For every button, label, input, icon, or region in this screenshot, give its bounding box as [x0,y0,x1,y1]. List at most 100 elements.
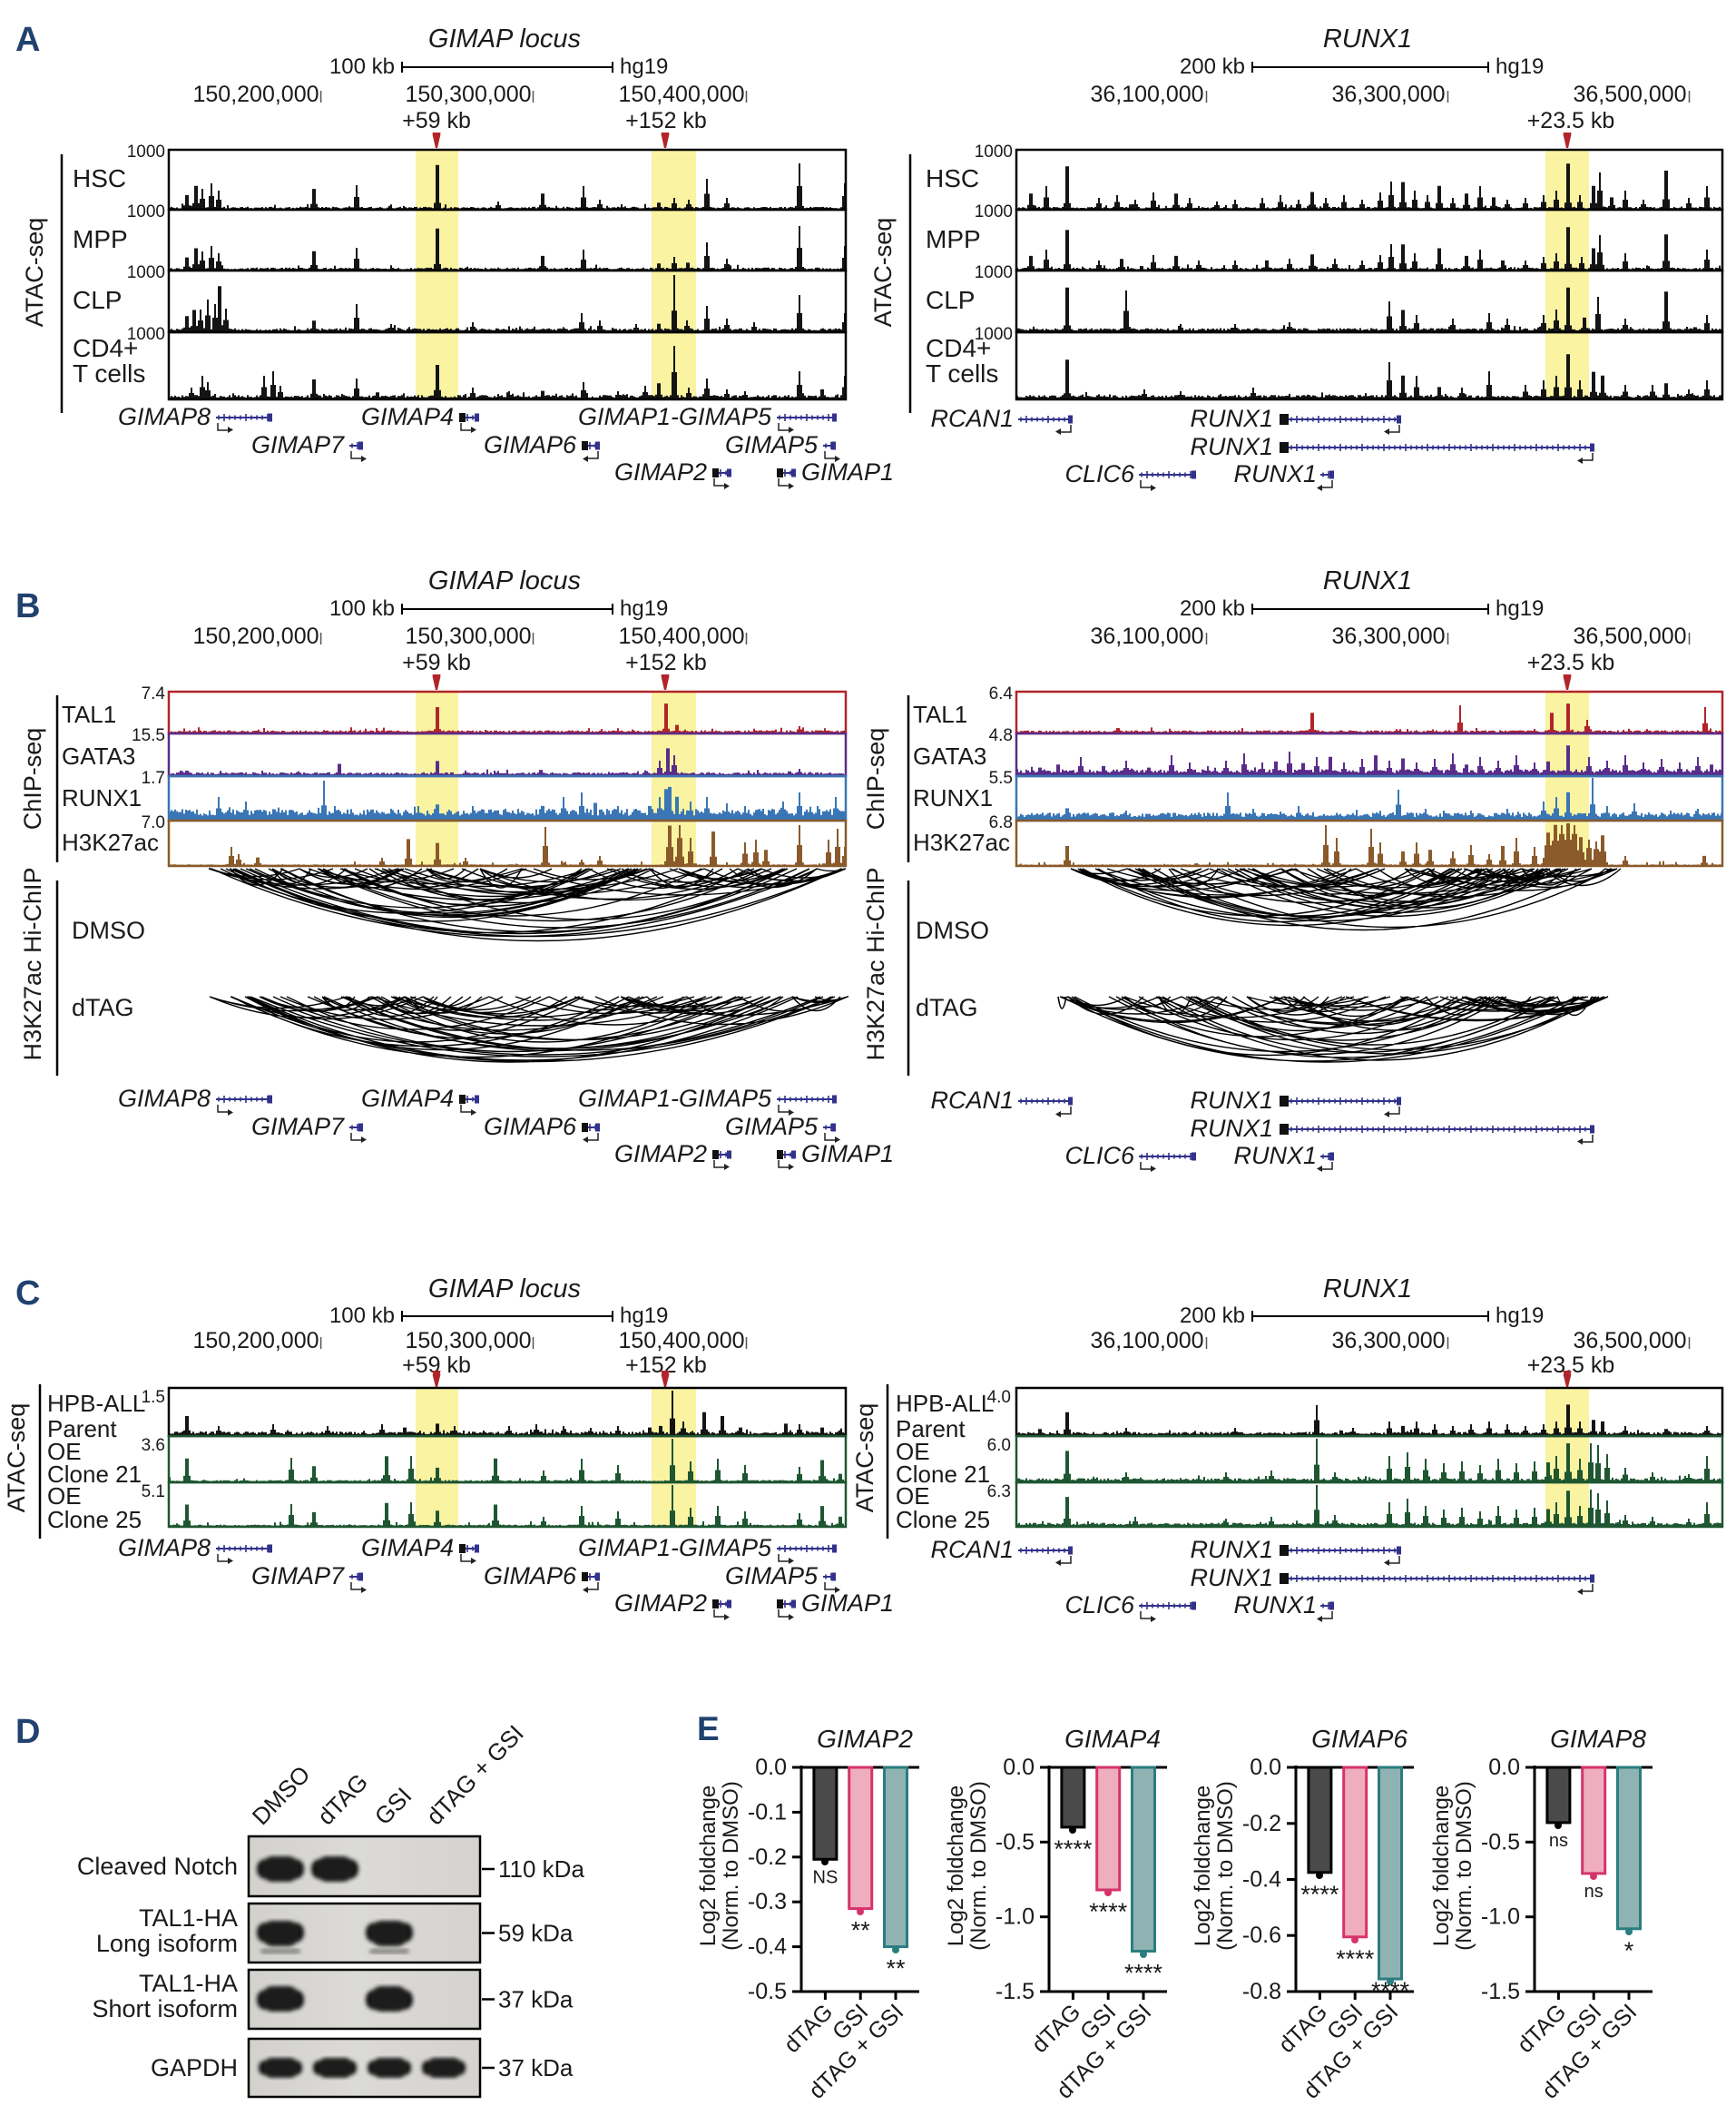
svg-text:OE: OE [896,1438,930,1465]
svg-text:RUNX1: RUNX1 [1190,1536,1273,1563]
svg-text:36,500,000: 36,500,000 [1573,624,1686,649]
svg-text:36,300,000: 36,300,000 [1331,624,1445,649]
svg-text:1.5: 1.5 [142,1388,165,1407]
svg-text:A: A [15,21,40,59]
svg-text:CLP: CLP [926,286,975,314]
svg-text:RUNX1: RUNX1 [1323,566,1412,595]
svg-text:RUNX1: RUNX1 [1233,1591,1317,1618]
svg-text:1000: 1000 [975,202,1013,221]
svg-text:4.0: 4.0 [987,1388,1011,1407]
svg-text:RCAN1: RCAN1 [930,1536,1014,1563]
svg-text:GIMAP8: GIMAP8 [118,1085,211,1112]
svg-text:37 kDa: 37 kDa [498,1986,574,2013]
svg-text:GIMAP1: GIMAP1 [801,458,894,486]
svg-text:Short isoform: Short isoform [92,1995,238,2022]
svg-text:GIMAP6: GIMAP6 [1311,1725,1407,1753]
svg-text:GIMAP6: GIMAP6 [484,431,577,458]
svg-text:(Norm. to DMSO): (Norm. to DMSO) [1213,1781,1238,1951]
svg-text:B: B [15,587,40,625]
svg-text:Parent: Parent [896,1415,966,1442]
svg-text:T cells: T cells [926,359,998,388]
svg-text:RUNX1: RUNX1 [1190,433,1273,460]
svg-text:HSC: HSC [73,164,126,192]
svg-text:ChIP-seq: ChIP-seq [19,728,46,831]
svg-text:-0.5: -0.5 [996,1829,1035,1854]
svg-text:RUNX1: RUNX1 [1190,405,1273,432]
svg-text:H3K27ac: H3K27ac [62,829,159,856]
svg-text:Log2 foldchange: Log2 foldchange [944,1786,968,1947]
svg-text:HPB-ALL: HPB-ALL [896,1390,994,1417]
svg-text:-0.1: -0.1 [748,1799,787,1825]
svg-text:GIMAP8: GIMAP8 [118,1534,211,1561]
svg-text:****: **** [1124,1960,1163,1987]
svg-text:+152 kb: +152 kb [625,108,707,133]
svg-text:C: C [15,1274,40,1313]
svg-text:6.0: 6.0 [987,1436,1011,1455]
svg-text:36,500,000: 36,500,000 [1573,1328,1686,1353]
svg-text:+23.5 kb: +23.5 kb [1527,108,1615,133]
svg-text:RUNX1: RUNX1 [1323,1274,1412,1304]
svg-text:****: **** [1054,1835,1093,1863]
svg-text:hg19: hg19 [1496,596,1544,621]
svg-text:-0.2: -0.2 [1242,1811,1281,1836]
svg-text:0.0: 0.0 [755,1755,787,1780]
svg-text:****: **** [1371,1977,1410,2004]
svg-text:-1.5: -1.5 [1481,1979,1520,2004]
svg-text:37 kDa: 37 kDa [498,2054,574,2081]
svg-text:CLIC6: CLIC6 [1064,1142,1135,1169]
svg-text:ns: ns [1584,1882,1604,1902]
svg-text:TAL1-HA: TAL1-HA [139,1904,238,1932]
svg-text:-1.0: -1.0 [1481,1904,1520,1930]
svg-text:0.0: 0.0 [1250,1755,1281,1780]
svg-text:RUNX1: RUNX1 [1233,1142,1317,1169]
svg-text:+23.5 kb: +23.5 kb [1527,650,1615,675]
svg-text:GIMAP7: GIMAP7 [251,1113,345,1140]
svg-text:3.6: 3.6 [142,1436,165,1455]
svg-text:4.8: 4.8 [989,726,1013,745]
svg-text:1000: 1000 [127,143,165,162]
svg-text:CLIC6: CLIC6 [1064,460,1135,487]
svg-text:ChIP-seq: ChIP-seq [862,728,889,831]
svg-text:hg19: hg19 [1496,54,1544,79]
svg-text:1000: 1000 [975,263,1013,282]
svg-text:RCAN1: RCAN1 [930,1087,1014,1114]
svg-text:GIMAP7: GIMAP7 [251,1562,345,1589]
svg-text:GIMAP8: GIMAP8 [118,403,211,430]
svg-text:D: D [15,1713,40,1751]
svg-text:110 kDa: 110 kDa [498,1855,584,1883]
svg-text:GIMAP2: GIMAP2 [614,1140,707,1167]
svg-text:36,300,000: 36,300,000 [1331,82,1445,107]
svg-text:GIMAP2: GIMAP2 [817,1725,913,1753]
svg-text:200 kb: 200 kb [1180,54,1245,79]
svg-text:(Norm. to DMSO): (Norm. to DMSO) [1452,1781,1476,1951]
svg-text:ATAC-seq: ATAC-seq [21,218,48,328]
svg-text:36,500,000: 36,500,000 [1573,82,1686,107]
svg-text:GAPDH: GAPDH [151,2054,238,2081]
svg-text:59 kDa: 59 kDa [498,1920,574,1947]
svg-text:MPP: MPP [73,225,128,253]
svg-text:OE: OE [896,1482,930,1510]
svg-text:Long isoform: Long isoform [96,1930,238,1957]
svg-text:HSC: HSC [926,164,979,192]
svg-text:(Norm. to DMSO): (Norm. to DMSO) [719,1781,743,1951]
svg-text:ns: ns [1549,1831,1568,1851]
svg-text:HPB-ALL: HPB-ALL [47,1390,145,1417]
svg-text:1.7: 1.7 [142,769,165,788]
svg-text:1000: 1000 [127,202,165,221]
svg-text:-1.5: -1.5 [996,1979,1035,2004]
svg-text:RUNX1: RUNX1 [1323,25,1412,54]
svg-text:hg19: hg19 [620,54,668,79]
svg-text:6.3: 6.3 [987,1482,1011,1501]
svg-text:TAL1: TAL1 [62,701,116,728]
svg-text:36,100,000: 36,100,000 [1090,1328,1203,1353]
svg-text:dTAG: dTAG [72,994,134,1021]
svg-text:GIMAP6: GIMAP6 [484,1562,577,1589]
svg-text:150,300,000: 150,300,000 [405,82,531,107]
svg-text:0.0: 0.0 [1488,1755,1520,1780]
svg-text:GIMAP1: GIMAP1 [801,1140,894,1167]
svg-text:+59 kb: +59 kb [402,108,471,133]
svg-text:RUNX1: RUNX1 [1190,1087,1273,1114]
svg-text:**: ** [886,1955,906,1982]
svg-text:T cells: T cells [73,359,145,388]
svg-text:ATAC-seq: ATAC-seq [851,1403,878,1513]
